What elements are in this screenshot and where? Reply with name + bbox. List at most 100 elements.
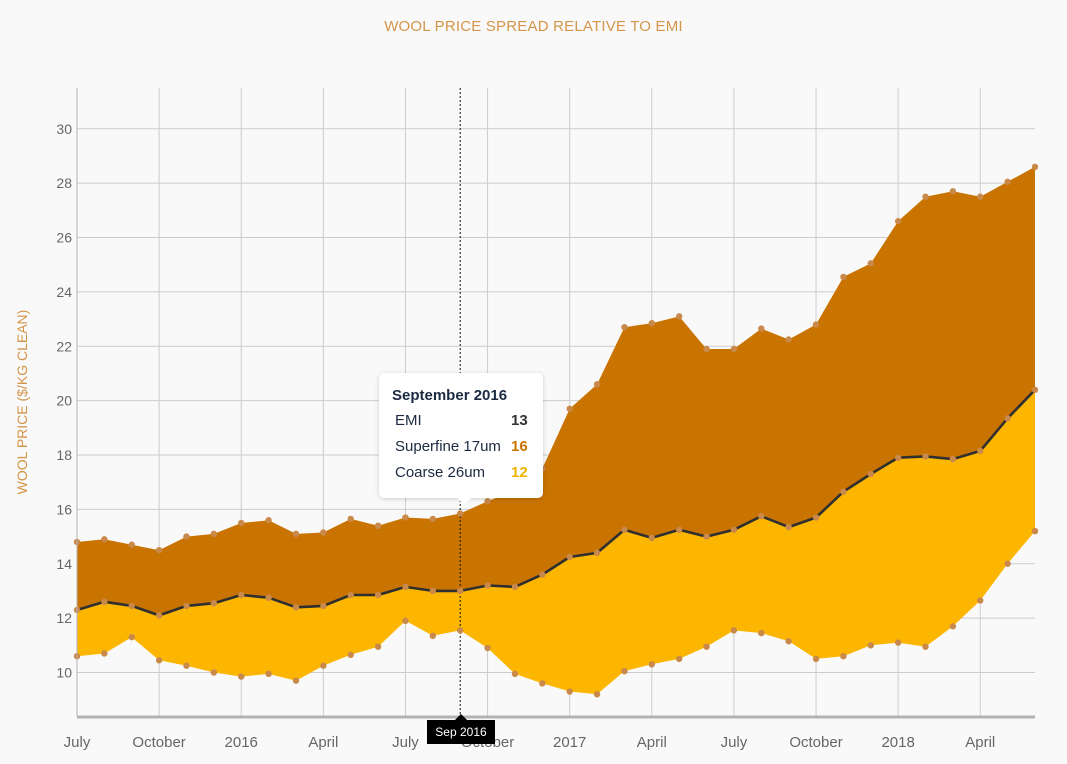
emi-point xyxy=(511,583,519,591)
superfine-point xyxy=(320,529,327,536)
chart-title: WOOL PRICE SPREAD RELATIVE TO EMI xyxy=(384,18,683,35)
y-tick-label: 16 xyxy=(56,501,72,517)
superfine-point xyxy=(1004,178,1011,185)
x-tick-label: April xyxy=(308,734,338,751)
superfine-point xyxy=(128,541,135,548)
tooltip-row-emi: EMI 13 xyxy=(395,412,535,429)
coarse-point xyxy=(292,677,300,684)
emi-point xyxy=(1004,415,1011,422)
emi-point xyxy=(347,591,354,599)
emi-point xyxy=(840,488,847,495)
coarse-point xyxy=(1004,560,1011,567)
superfine-point xyxy=(183,533,190,540)
coarse-point xyxy=(758,629,765,637)
superfine-point xyxy=(675,313,683,320)
y-tick-label: 12 xyxy=(56,610,72,626)
y-tick-label: 14 xyxy=(56,556,72,572)
tooltip-row-superfine: Superfine 17um 16 xyxy=(395,438,535,455)
coarse-point xyxy=(894,639,902,646)
superfine-point xyxy=(840,273,847,281)
emi-point xyxy=(320,602,327,610)
coarse-point xyxy=(648,661,655,668)
x-tick-label: 2016 xyxy=(225,734,258,751)
emi-point xyxy=(155,612,163,619)
tooltip-value: 13 xyxy=(511,412,528,429)
coarse-point xyxy=(210,669,218,676)
superfine-point xyxy=(730,345,738,353)
emi-point xyxy=(894,454,902,461)
superfine-point xyxy=(402,514,409,521)
emi-point xyxy=(374,591,382,599)
tooltip-value: 16 xyxy=(511,438,528,455)
coarse-area xyxy=(77,389,1035,695)
emi-point xyxy=(292,604,300,611)
data-tooltip: September 2016 EMI 13 Superfine 17um 16 … xyxy=(379,373,543,505)
coarse-point xyxy=(511,670,519,678)
y-tick-label: 26 xyxy=(56,230,72,246)
superfine-point xyxy=(922,193,929,200)
emi-point xyxy=(484,582,491,589)
tooltip-label: EMI xyxy=(395,412,422,429)
coarse-point xyxy=(1031,527,1039,535)
emi-point xyxy=(265,594,272,601)
coarse-point xyxy=(621,667,628,675)
crosshair-date-label: Sep 2016 xyxy=(427,714,495,744)
superfine-point xyxy=(1031,163,1039,171)
emi-point xyxy=(785,523,792,531)
superfine-point xyxy=(785,336,792,343)
superfine-point xyxy=(758,325,765,332)
coarse-point xyxy=(402,617,409,625)
emi-point xyxy=(922,453,929,460)
superfine-point xyxy=(238,519,245,527)
x-tick-label: 2017 xyxy=(553,734,586,751)
tooltip-row-coarse: Coarse 26um 12 xyxy=(395,464,535,481)
emi-point xyxy=(867,470,874,478)
superfine-point xyxy=(265,517,272,524)
x-tick-label: July xyxy=(392,734,419,751)
superfine-point xyxy=(566,405,573,412)
y-tick-label: 22 xyxy=(56,338,72,354)
superfine-point xyxy=(210,530,218,538)
coarse-point xyxy=(703,643,710,650)
coarse-point xyxy=(840,652,847,660)
x-tick-label: October xyxy=(789,734,842,751)
x-tick-label: April xyxy=(965,734,995,751)
superfine-point xyxy=(155,546,163,554)
emi-point xyxy=(1031,386,1039,393)
coarse-point xyxy=(429,632,437,640)
y-tick-label: 20 xyxy=(56,393,72,409)
emi-point xyxy=(128,602,135,610)
emi-point xyxy=(101,598,108,606)
emi-point xyxy=(730,526,738,533)
superfine-point xyxy=(593,381,601,388)
coarse-point xyxy=(238,673,245,680)
superfine-point xyxy=(292,530,300,538)
emi-point xyxy=(566,553,573,561)
emi-point xyxy=(593,549,601,557)
coarse-point xyxy=(867,642,874,649)
coarse-point xyxy=(785,638,792,645)
x-tick-label: October xyxy=(132,734,185,751)
coarse-point xyxy=(484,644,491,652)
superfine-point xyxy=(374,522,382,529)
superfine-point xyxy=(977,193,984,200)
x-tick-label: July xyxy=(721,734,748,751)
superfine-point xyxy=(648,319,655,327)
emi-point xyxy=(238,591,245,599)
superfine-point xyxy=(867,260,874,267)
superfine-point xyxy=(457,510,464,517)
y-tick-label: 10 xyxy=(56,665,72,681)
x-tick-label: July xyxy=(64,734,91,751)
coarse-point xyxy=(730,627,738,634)
superfine-point xyxy=(484,498,491,505)
coarse-point xyxy=(320,662,327,669)
emi-point xyxy=(539,571,546,578)
markers xyxy=(73,163,1039,698)
coarse-point xyxy=(347,651,354,659)
x-tick-label: April xyxy=(637,734,667,751)
coarse-point xyxy=(675,655,683,663)
coarse-point xyxy=(183,662,190,669)
coarse-point xyxy=(155,657,163,664)
superfine-point xyxy=(703,345,710,353)
